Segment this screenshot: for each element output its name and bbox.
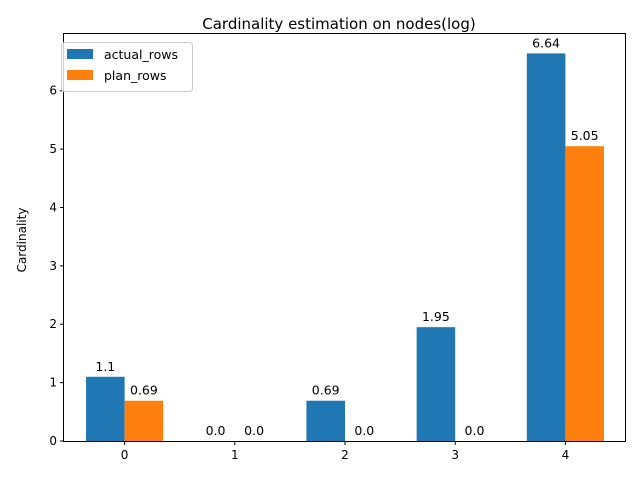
- x-tick-label: 0: [121, 448, 129, 462]
- y-tick-label: 4: [49, 200, 57, 214]
- data-label-plan_rows-2: 0.0: [354, 423, 374, 438]
- data-label-actual_rows-2: 0.69: [312, 383, 340, 398]
- bar-actual_rows-0: [86, 376, 125, 441]
- data-label-plan_rows-1: 0.0: [244, 423, 264, 438]
- y-tick-label: 2: [49, 317, 57, 331]
- bar-plan_rows-0: [124, 400, 164, 441]
- legend-label-plan_rows: plan_rows: [104, 68, 167, 83]
- data-label-actual_rows-4: 6.64: [532, 35, 560, 50]
- x-tick-label: 3: [451, 448, 459, 462]
- x-tick-label: 2: [341, 448, 349, 462]
- data-label-actual_rows-3: 1.95: [422, 309, 450, 324]
- legend-swatch-plan_rows: [67, 70, 93, 80]
- chart-title: Cardinality estimation on nodes(log): [202, 15, 476, 33]
- plot-frame: [63, 33, 626, 442]
- legend-box: [61, 42, 193, 92]
- y-ticks: 0 1 2 3 4 5 6: [49, 84, 64, 448]
- bar-actual_rows-4: [526, 53, 566, 441]
- bar-actual_rows-3: [416, 327, 456, 441]
- x-tick-label: 4: [562, 448, 570, 462]
- x-tick-label: 1: [231, 448, 239, 462]
- bars-layer: [86, 53, 604, 441]
- data-labels: 1.1 0.0 0.69 1.95 6.64 0.69 0.0 0.0 0.0 5.05: [95, 35, 598, 438]
- data-label-actual_rows-0: 1.1: [95, 359, 115, 374]
- data-label-plan_rows-3: 0.0: [465, 423, 485, 438]
- y-tick-label: 1: [49, 376, 57, 390]
- y-tick-label: 5: [49, 142, 57, 156]
- y-tick-label: 3: [49, 259, 57, 273]
- x-ticks: 0 1 2 3 4: [121, 441, 569, 462]
- legend-label-actual_rows: actual_rows: [104, 47, 178, 62]
- y-tick-label: 6: [49, 84, 57, 98]
- y-axis-label: Cardinality: [15, 208, 29, 273]
- data-label-actual_rows-1: 0.0: [206, 423, 226, 438]
- bar-plan_rows-4: [565, 146, 604, 441]
- legend-swatch-actual_rows: [67, 49, 93, 59]
- y-tick-label: 0: [49, 434, 57, 448]
- data-label-plan_rows-0: 0.69: [130, 383, 158, 398]
- data-label-plan_rows-4: 5.05: [571, 128, 599, 143]
- legend: actual_rows plan_rows: [61, 42, 193, 92]
- bar-actual_rows-2: [306, 400, 345, 441]
